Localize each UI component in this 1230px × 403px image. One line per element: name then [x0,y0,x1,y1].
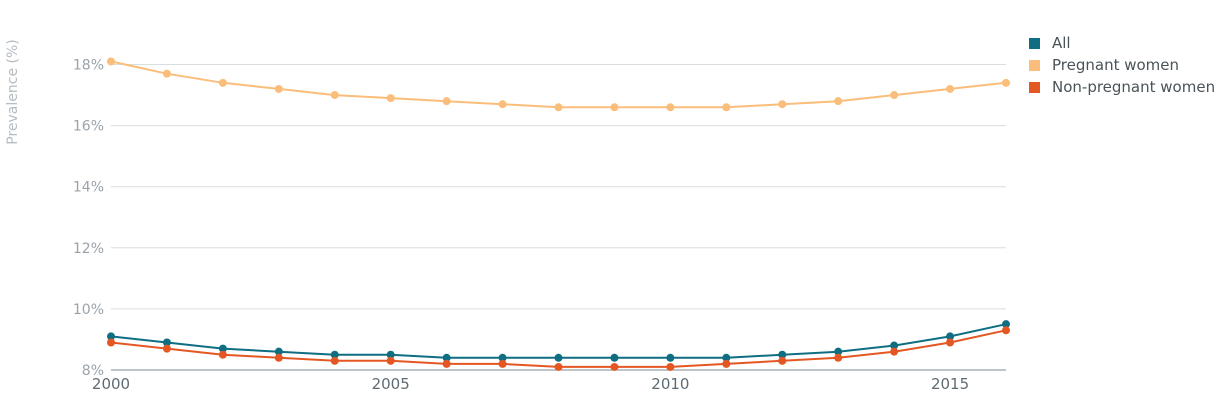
data-point[interactable] [330,91,339,100]
legend-item[interactable]: Pregnant women [1029,54,1215,76]
data-point[interactable] [666,353,675,362]
legend-label: All [1052,34,1071,52]
data-point[interactable] [554,362,563,371]
legend-swatch [1029,37,1040,49]
data-point[interactable] [107,332,115,341]
data-point[interactable] [610,103,619,112]
data-point[interactable] [890,91,899,100]
data-point[interactable] [386,94,395,103]
data-point[interactable] [162,338,171,347]
data-point[interactable] [1002,320,1010,329]
data-point[interactable] [498,359,507,368]
y-tick-label: 8% [82,363,104,379]
data-point[interactable] [498,353,507,362]
series-line-0 [110,323,1007,359]
data-point[interactable] [218,350,227,359]
data-point[interactable] [722,103,731,112]
legend-label: Pregnant women [1052,56,1180,74]
y-tick-label: 18% [73,58,104,74]
data-point[interactable] [554,103,563,112]
data-point[interactable] [610,353,619,362]
data-point[interactable] [107,57,115,66]
x-tick-label: 2015 [931,375,969,393]
data-point[interactable] [330,350,339,359]
data-point[interactable] [610,362,619,371]
data-point[interactable] [778,100,787,109]
y-tick-labels: 8% 10% 12% 14% 16% 18% [73,58,104,380]
data-point[interactable] [666,103,675,112]
x-tick-label: 2010 [651,375,689,393]
data-point[interactable] [274,347,283,356]
data-point[interactable] [218,344,227,353]
data-point[interactable] [666,362,675,371]
legend-item[interactable]: All [1029,32,1215,54]
data-point[interactable] [274,84,283,93]
data-point[interactable] [834,347,843,356]
x-tick-label: 2005 [372,375,410,393]
x-tick-labels: 2000 2005 2010 2015 [92,375,969,393]
data-point[interactable] [722,353,731,362]
data-point[interactable] [778,356,787,365]
data-point[interactable] [330,356,339,365]
data-point[interactable] [442,353,451,362]
legend-item[interactable]: Non-pregnant women [1029,76,1215,98]
data-point[interactable] [274,353,283,362]
data-point[interactable] [554,353,563,362]
data-point[interactable] [498,100,507,109]
data-point[interactable] [834,353,843,362]
legend-label: Non-pregnant women [1052,78,1216,96]
data-point[interactable] [162,69,171,78]
y-tick-label: 14% [73,180,104,196]
data-point[interactable] [218,78,227,87]
data-point[interactable] [722,359,731,368]
data-point[interactable] [834,97,843,106]
y-axis-label: Prevalence (%) [5,39,21,145]
legend-swatch [1029,59,1040,71]
data-point[interactable] [386,356,395,365]
series-line-1 [110,60,1007,109]
data-point[interactable] [386,350,395,359]
data-point[interactable] [946,338,955,347]
legend: All Pregnant women Non-pregnant women [1029,32,1215,98]
y-tick-label: 16% [73,119,104,135]
data-point[interactable] [107,338,115,347]
data-point[interactable] [162,344,171,353]
data-point[interactable] [778,350,787,359]
data-point[interactable] [442,97,451,106]
data-point[interactable] [946,332,955,341]
y-tick-label: 10% [73,302,104,318]
x-tick-label: 2000 [92,375,130,393]
data-point[interactable] [946,84,955,93]
data-point[interactable] [1002,326,1010,335]
data-point[interactable] [890,341,899,350]
data-point[interactable] [1002,78,1010,87]
data-point[interactable] [442,359,451,368]
y-tick-label: 12% [73,241,104,257]
data-point[interactable] [890,347,899,356]
legend-swatch [1029,81,1040,93]
series-points [107,57,1010,371]
